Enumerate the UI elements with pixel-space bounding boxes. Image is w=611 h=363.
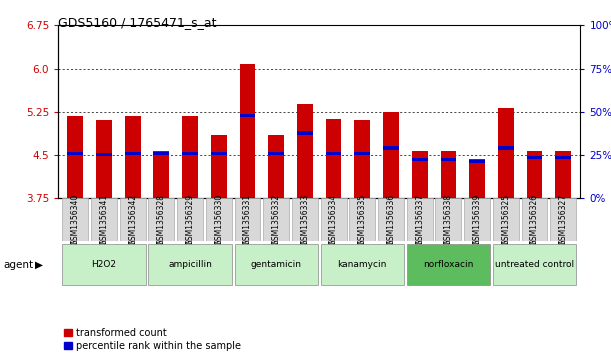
Bar — [469, 160, 485, 163]
Text: GSM1356329: GSM1356329 — [186, 194, 194, 245]
Text: GSM1356337: GSM1356337 — [415, 194, 424, 245]
Bar — [240, 114, 255, 117]
Bar — [441, 158, 456, 161]
Bar — [96, 120, 112, 198]
Text: gentamicin: gentamicin — [251, 260, 302, 269]
Bar — [240, 65, 255, 198]
FancyBboxPatch shape — [206, 198, 232, 241]
FancyBboxPatch shape — [349, 198, 375, 241]
Bar — [354, 152, 370, 155]
Bar — [268, 135, 284, 198]
Text: GSM1356327: GSM1356327 — [558, 194, 568, 245]
FancyBboxPatch shape — [148, 198, 174, 241]
Bar — [555, 156, 571, 159]
FancyBboxPatch shape — [120, 198, 145, 241]
Bar — [383, 146, 399, 150]
Bar — [527, 156, 543, 159]
FancyBboxPatch shape — [551, 198, 576, 241]
Text: kanamycin: kanamycin — [338, 260, 387, 269]
Text: GSM1356341: GSM1356341 — [100, 194, 109, 245]
Legend: transformed count, percentile rank within the sample: transformed count, percentile rank withi… — [60, 324, 245, 355]
Text: agent: agent — [3, 260, 33, 270]
Text: GSM1356334: GSM1356334 — [329, 194, 338, 245]
Text: GSM1356333: GSM1356333 — [301, 194, 309, 245]
FancyBboxPatch shape — [407, 244, 490, 285]
Bar — [125, 116, 141, 198]
FancyBboxPatch shape — [62, 244, 145, 285]
Bar — [297, 104, 313, 198]
Bar — [412, 158, 428, 161]
Bar — [498, 107, 514, 198]
Text: norfloxacin: norfloxacin — [423, 260, 474, 269]
Text: GSM1356330: GSM1356330 — [214, 194, 223, 245]
Bar — [498, 146, 514, 150]
Bar — [469, 159, 485, 198]
Text: GSM1356328: GSM1356328 — [157, 194, 166, 245]
Text: ▶: ▶ — [35, 260, 43, 270]
FancyBboxPatch shape — [493, 198, 519, 241]
Text: GSM1356325: GSM1356325 — [501, 194, 510, 245]
FancyBboxPatch shape — [493, 244, 576, 285]
Bar — [297, 131, 313, 135]
Bar — [211, 135, 227, 198]
Bar — [326, 119, 342, 198]
Text: H2O2: H2O2 — [92, 260, 117, 269]
Bar — [268, 152, 284, 155]
FancyBboxPatch shape — [292, 198, 318, 241]
Bar — [527, 151, 543, 198]
Bar — [211, 152, 227, 155]
Text: GSM1356342: GSM1356342 — [128, 194, 137, 245]
FancyBboxPatch shape — [91, 198, 117, 241]
Text: GSM1356332: GSM1356332 — [272, 194, 280, 245]
Bar — [153, 152, 169, 155]
FancyBboxPatch shape — [407, 198, 433, 241]
FancyBboxPatch shape — [321, 198, 346, 241]
Text: GSM1356340: GSM1356340 — [71, 194, 80, 245]
Bar — [67, 152, 83, 155]
Text: GSM1356331: GSM1356331 — [243, 194, 252, 245]
Bar — [412, 151, 428, 198]
Bar — [96, 153, 112, 156]
Text: GSM1356326: GSM1356326 — [530, 194, 539, 245]
Bar — [354, 120, 370, 198]
FancyBboxPatch shape — [522, 198, 547, 241]
Bar — [326, 152, 342, 155]
Bar — [125, 152, 141, 155]
FancyBboxPatch shape — [148, 244, 232, 285]
Text: GSM1356336: GSM1356336 — [387, 194, 395, 245]
Bar — [383, 112, 399, 198]
Text: GSM1356338: GSM1356338 — [444, 194, 453, 245]
FancyBboxPatch shape — [436, 198, 461, 241]
Bar — [153, 151, 169, 198]
Text: ampicillin: ampicillin — [168, 260, 212, 269]
Text: GSM1356339: GSM1356339 — [473, 194, 481, 245]
Bar — [555, 151, 571, 198]
FancyBboxPatch shape — [378, 198, 404, 241]
FancyBboxPatch shape — [62, 198, 88, 241]
FancyBboxPatch shape — [177, 198, 203, 241]
Bar — [441, 151, 456, 198]
FancyBboxPatch shape — [263, 198, 289, 241]
Text: GDS5160 / 1765471_s_at: GDS5160 / 1765471_s_at — [58, 16, 216, 29]
Text: GSM1356335: GSM1356335 — [358, 194, 367, 245]
Text: untreated control: untreated control — [495, 260, 574, 269]
Bar — [182, 116, 198, 198]
FancyBboxPatch shape — [235, 244, 318, 285]
Bar — [67, 116, 83, 198]
FancyBboxPatch shape — [464, 198, 490, 241]
FancyBboxPatch shape — [235, 198, 260, 241]
FancyBboxPatch shape — [321, 244, 404, 285]
Bar — [182, 152, 198, 155]
